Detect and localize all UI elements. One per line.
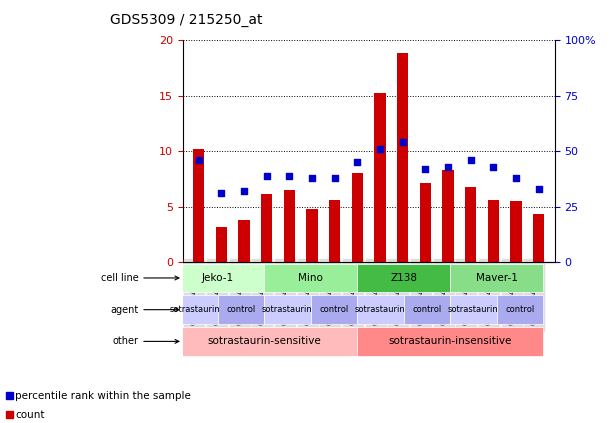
FancyBboxPatch shape bbox=[171, 295, 218, 324]
Text: sotrastaurin-sensitive: sotrastaurin-sensitive bbox=[207, 336, 321, 346]
Bar bbox=[465, 187, 477, 262]
Text: Jeko-1: Jeko-1 bbox=[202, 273, 234, 283]
Text: sotrastaurin-insensitive: sotrastaurin-insensitive bbox=[389, 336, 512, 346]
Point bbox=[489, 163, 499, 170]
Point bbox=[375, 146, 385, 152]
FancyBboxPatch shape bbox=[264, 295, 310, 324]
Text: Z138: Z138 bbox=[390, 273, 417, 283]
Text: control: control bbox=[226, 305, 255, 314]
Text: count: count bbox=[15, 409, 45, 420]
Bar bbox=[533, 214, 544, 262]
Point bbox=[443, 163, 453, 170]
Bar bbox=[329, 200, 340, 262]
FancyBboxPatch shape bbox=[171, 327, 357, 356]
FancyBboxPatch shape bbox=[450, 295, 497, 324]
Text: sotrastaurin: sotrastaurin bbox=[262, 305, 313, 314]
Text: Maver-1: Maver-1 bbox=[475, 273, 518, 283]
FancyBboxPatch shape bbox=[171, 264, 264, 292]
Bar bbox=[284, 190, 295, 262]
Text: control: control bbox=[320, 305, 348, 314]
Bar bbox=[510, 201, 522, 262]
FancyBboxPatch shape bbox=[404, 295, 450, 324]
Bar bbox=[488, 200, 499, 262]
Bar bbox=[375, 93, 386, 262]
Text: other: other bbox=[112, 336, 179, 346]
FancyBboxPatch shape bbox=[264, 264, 357, 292]
Text: sotrastaurin: sotrastaurin bbox=[169, 305, 220, 314]
Point bbox=[240, 188, 249, 195]
FancyBboxPatch shape bbox=[357, 264, 450, 292]
Text: sotrastaurin: sotrastaurin bbox=[448, 305, 499, 314]
Point bbox=[398, 139, 408, 146]
Bar bbox=[216, 227, 227, 262]
Bar bbox=[261, 195, 273, 262]
Point bbox=[466, 157, 476, 163]
Point bbox=[216, 190, 226, 197]
Point bbox=[262, 172, 272, 179]
Text: sotrastaurin: sotrastaurin bbox=[355, 305, 406, 314]
FancyBboxPatch shape bbox=[357, 295, 404, 324]
Bar bbox=[397, 53, 408, 262]
Text: percentile rank within the sample: percentile rank within the sample bbox=[15, 390, 191, 401]
Point bbox=[285, 172, 295, 179]
Text: Mino: Mino bbox=[298, 273, 323, 283]
Point bbox=[420, 165, 430, 172]
FancyBboxPatch shape bbox=[218, 295, 264, 324]
Text: cell line: cell line bbox=[101, 273, 179, 283]
Bar bbox=[352, 173, 363, 262]
Bar bbox=[307, 209, 318, 262]
FancyBboxPatch shape bbox=[310, 295, 357, 324]
FancyBboxPatch shape bbox=[497, 295, 543, 324]
Text: GDS5309 / 215250_at: GDS5309 / 215250_at bbox=[110, 13, 263, 27]
Point bbox=[511, 174, 521, 181]
Point bbox=[534, 185, 544, 192]
Text: control: control bbox=[412, 305, 442, 314]
Bar bbox=[420, 183, 431, 262]
FancyBboxPatch shape bbox=[357, 327, 543, 356]
Point bbox=[194, 157, 203, 163]
Bar bbox=[193, 149, 205, 262]
Point bbox=[307, 174, 317, 181]
Point bbox=[330, 174, 340, 181]
Point bbox=[353, 159, 362, 166]
FancyBboxPatch shape bbox=[450, 264, 543, 292]
Bar bbox=[442, 170, 454, 262]
Text: agent: agent bbox=[110, 305, 179, 315]
Text: control: control bbox=[505, 305, 535, 314]
Bar bbox=[238, 220, 250, 262]
